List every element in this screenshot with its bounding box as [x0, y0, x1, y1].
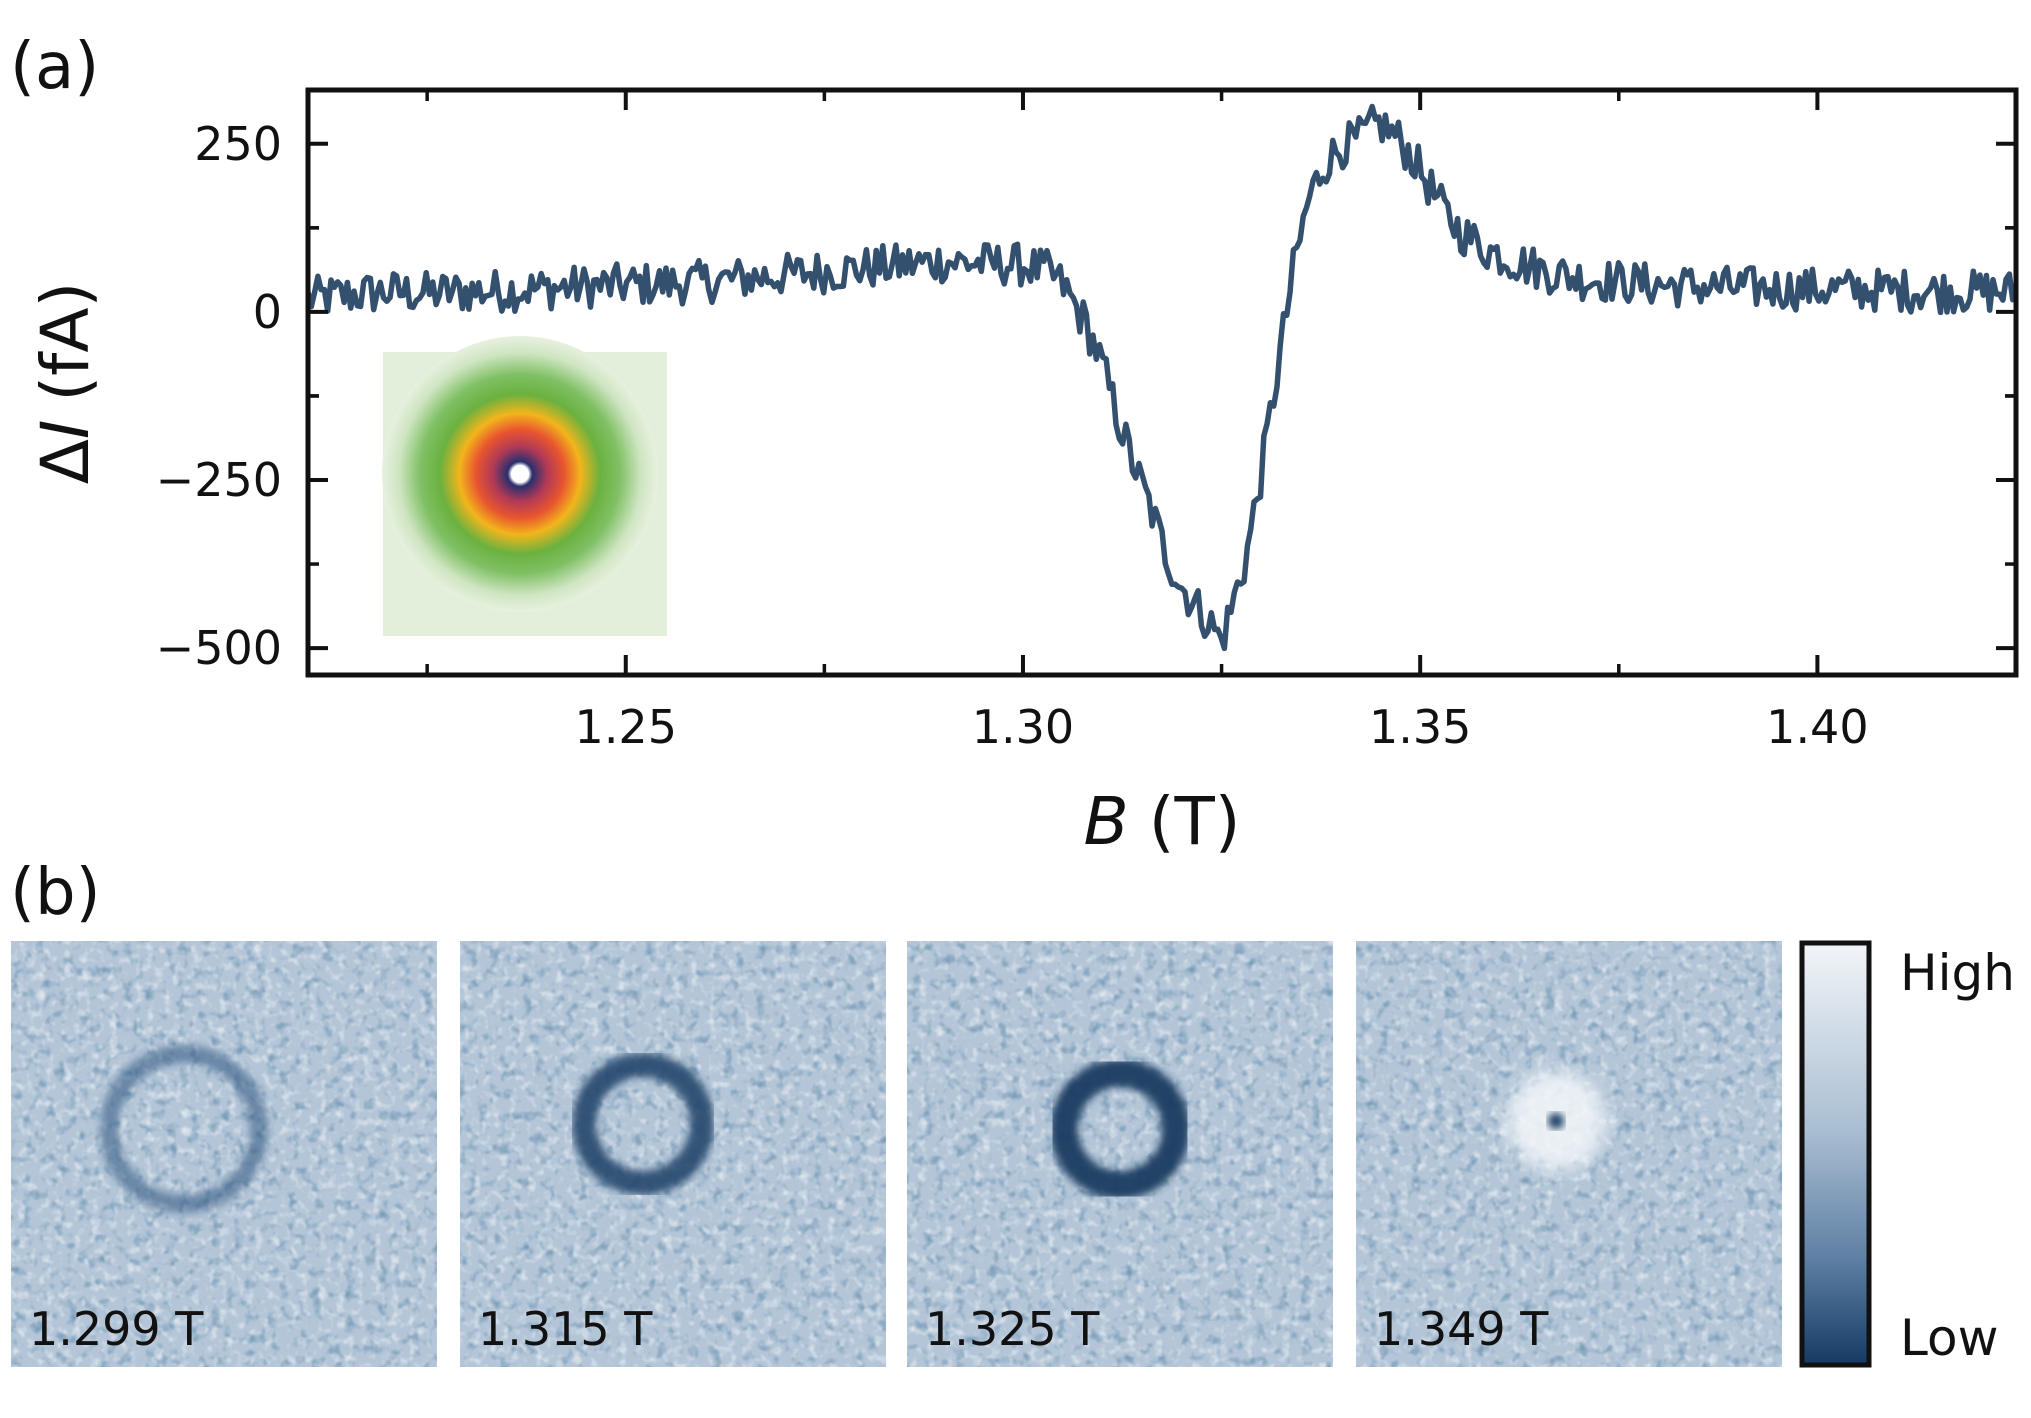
center-dot-feature — [1548, 1113, 1564, 1129]
map-noise-light — [11, 941, 437, 1367]
y-tick-label: 250 — [194, 117, 282, 171]
x-axis-label-symbol: B — [1083, 783, 1128, 860]
line-chart: 1.25 1.30 1.35 1.40 250 0 −250 −500 B (T) ΔI (fA… — [27, 87, 2019, 860]
panel-a-label: (a) — [10, 30, 99, 104]
map-panel: 1.299 T — [11, 941, 437, 1367]
x-tick-label: 1.25 — [575, 700, 677, 754]
inset-core — [511, 465, 529, 483]
x-tick-label: 1.30 — [972, 700, 1074, 754]
series-layer — [308, 103, 2016, 652]
plot-frame — [305, 87, 2019, 678]
map-panel: 1.325 T — [907, 941, 1333, 1367]
y-axis-label-unit: (fA) — [27, 282, 104, 402]
colorbar: High Low — [1799, 940, 2015, 1368]
x-axis-ticks: 1.25 1.30 1.35 1.40 — [425, 90, 2018, 754]
y-axis-label: ΔI (fA) — [27, 282, 104, 485]
y-axis-ticks: 250 0 −250 −500 — [156, 117, 2016, 675]
colorbar-gradient — [1799, 940, 1872, 1368]
y-axis-label-symbol: I — [27, 420, 104, 439]
map-field-label: 1.349 T — [1374, 1302, 1549, 1356]
map-panel: 1.315 T — [460, 941, 886, 1367]
y-tick-label: −250 — [156, 453, 282, 507]
y-tick-label: −500 — [156, 621, 282, 675]
map-field-label: 1.315 T — [478, 1302, 653, 1356]
map-noise-light — [907, 941, 1333, 1367]
series-line — [308, 103, 2016, 652]
map-field-label: 1.325 T — [925, 1302, 1100, 1356]
map-panel: 1.349 T — [1356, 941, 1782, 1367]
colorbar-high-label: High — [1900, 944, 2015, 1002]
inset-ring-image — [382, 336, 667, 636]
panel-b-label: (b) — [10, 856, 101, 930]
colorbar-low-label: Low — [1900, 1309, 1998, 1367]
x-tick-label: 1.35 — [1369, 700, 1471, 754]
x-axis-label-unit: (T) — [1149, 783, 1241, 860]
map-noise-light — [460, 941, 886, 1367]
ring-feature — [100, 1045, 268, 1213]
y-axis-label-prefix: Δ — [27, 439, 104, 484]
map-field-label: 1.299 T — [29, 1302, 204, 1356]
ring-feature — [1050, 1059, 1190, 1199]
x-tick-label: 1.40 — [1766, 700, 1868, 754]
x-axis-label: B (T) — [1083, 783, 1240, 860]
conductance-maps: 1.299 T 1.315 T 1.325 T 1.349 T — [11, 941, 1782, 1367]
ring-feature — [572, 1053, 714, 1195]
y-tick-label: 0 — [253, 285, 282, 339]
